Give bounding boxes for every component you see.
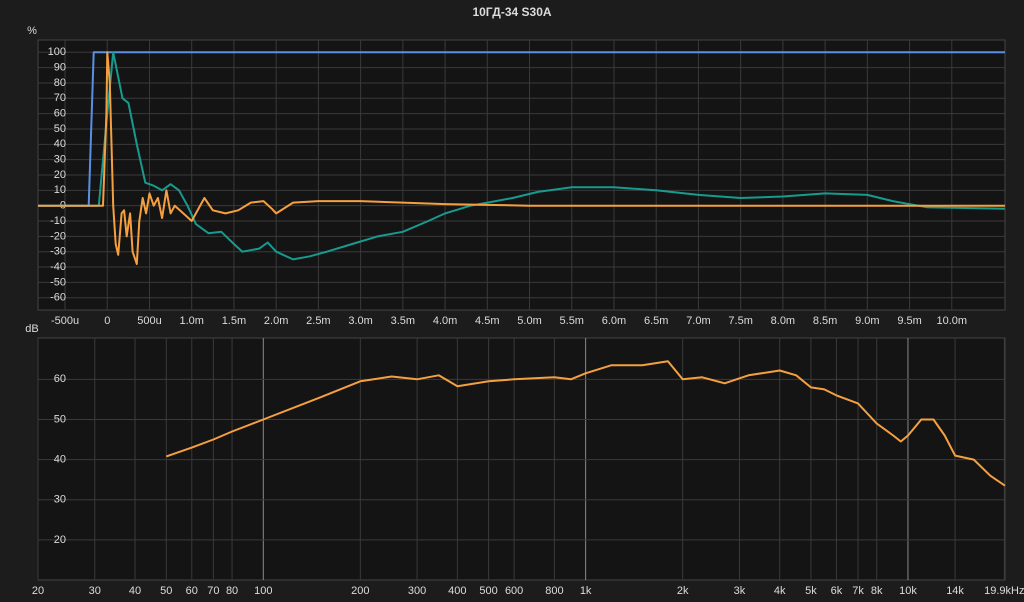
x-tick-label: 30 <box>89 585 101 597</box>
x-tick-label: 2.0m <box>264 315 288 327</box>
x-tick-label: 6.5m <box>644 315 668 327</box>
x-tick-label: 70 <box>207 585 219 597</box>
x-tick-label: 600 <box>505 585 523 597</box>
y-axis-label: % <box>27 25 37 37</box>
x-tick-label: 4.0m <box>433 315 457 327</box>
x-tick-label: 8.0m <box>771 315 795 327</box>
y-tick-label: 30 <box>54 154 66 166</box>
x-tick-label: 19.9kHz <box>984 585 1024 597</box>
x-tick-label: 500u <box>137 315 161 327</box>
y-tick-label: -20 <box>50 230 66 242</box>
x-tick-label: 7.5m <box>728 315 752 327</box>
x-tick-label: 400 <box>448 585 466 597</box>
series-line <box>38 51 1006 261</box>
x-tick-label: 500 <box>479 585 497 597</box>
y-tick-label: 40 <box>54 138 66 150</box>
x-tick-label: 3.0m <box>348 315 372 327</box>
series-line <box>38 51 1005 265</box>
y-tick-label: 20 <box>54 534 66 546</box>
y-tick-label: -30 <box>50 246 66 258</box>
x-tick-label: 4k <box>774 585 786 597</box>
x-tick-label: 5.5m <box>560 315 584 327</box>
x-tick-label: 40 <box>129 585 141 597</box>
x-tick-label: 10k <box>899 585 917 597</box>
y-tick-label: 100 <box>48 46 66 58</box>
y-tick-label: 80 <box>54 77 66 89</box>
x-tick-label: 1.0m <box>179 315 203 327</box>
title: 10ГД-34 S30A <box>472 5 551 19</box>
x-tick-label: 50 <box>160 585 172 597</box>
x-tick-label: 200 <box>351 585 369 597</box>
y-tick-label: 90 <box>54 62 66 74</box>
y-tick-label: 50 <box>54 123 66 135</box>
y-tick-label: 50 <box>54 413 66 425</box>
x-tick-label: 2.5m <box>306 315 330 327</box>
x-tick-label: 2k <box>677 585 689 597</box>
x-tick-label: 8.5m <box>813 315 837 327</box>
x-tick-label: 100 <box>254 585 272 597</box>
y-tick-label: 30 <box>54 494 66 506</box>
x-tick-label: 14k <box>946 585 964 597</box>
y-tick-label: -10 <box>50 215 66 227</box>
x-tick-label: 20 <box>32 585 44 597</box>
x-tick-label: 300 <box>408 585 426 597</box>
x-tick-label: 8k <box>871 585 883 597</box>
x-tick-label: 10.0m <box>937 315 968 327</box>
x-tick-label: 9.5m <box>897 315 921 327</box>
x-tick-label: 1.5m <box>222 315 246 327</box>
x-tick-label: 3.5m <box>391 315 415 327</box>
x-tick-label: 80 <box>226 585 238 597</box>
x-tick-label: 5k <box>805 585 817 597</box>
y-tick-label: -60 <box>50 292 66 304</box>
y-tick-label: 40 <box>54 454 66 466</box>
series-line <box>165 360 1006 487</box>
y-axis-label: dB <box>25 323 38 335</box>
x-tick-label: 1k <box>580 585 592 597</box>
x-tick-label: 4.5m <box>475 315 499 327</box>
x-tick-label: 800 <box>545 585 563 597</box>
x-tick-label: 0 <box>104 315 110 327</box>
y-tick-label: 60 <box>54 108 66 120</box>
x-tick-label: 9.0m <box>855 315 879 327</box>
plot-area <box>37 337 1006 581</box>
x-tick-label: 5.0m <box>517 315 541 327</box>
y-tick-label: 70 <box>54 92 66 104</box>
y-tick-label: 10 <box>54 184 66 196</box>
y-tick-label: -50 <box>50 276 66 288</box>
y-tick-label: 20 <box>54 169 66 181</box>
x-tick-label: 60 <box>186 585 198 597</box>
x-tick-label: -500u <box>51 315 79 327</box>
x-tick-label: 7.0m <box>686 315 710 327</box>
x-tick-label: 6k <box>831 585 843 597</box>
x-tick-label: 3k <box>734 585 746 597</box>
x-tick-label: 7k <box>852 585 864 597</box>
y-tick-label: 60 <box>54 373 66 385</box>
y-tick-label: -40 <box>50 261 66 273</box>
x-tick-label: 6.0m <box>602 315 626 327</box>
